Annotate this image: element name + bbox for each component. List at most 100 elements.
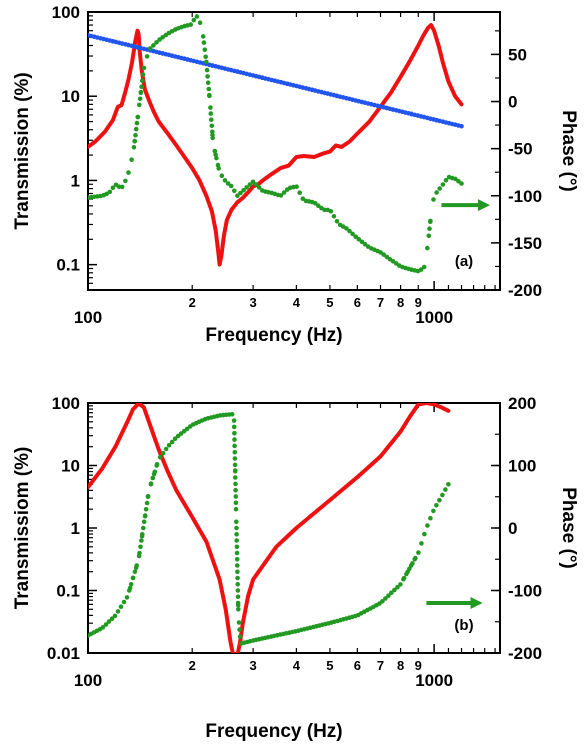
y-left-axis-title: Transmission (%) [12, 72, 33, 229]
x-minor-tick-label: 9 [415, 658, 422, 673]
series-point [234, 544, 240, 550]
series-point [235, 588, 241, 593]
series-point [139, 538, 144, 543]
x-axis-title: Frequency (Hz) [205, 325, 342, 346]
series-point [409, 111, 415, 117]
y-left-tick-label: 1 [71, 171, 80, 190]
series-point [408, 563, 414, 568]
series-point [148, 482, 154, 487]
series-point [172, 436, 178, 442]
series-point [328, 209, 334, 214]
series-point [247, 182, 253, 187]
series-point [129, 157, 134, 162]
series-point [107, 189, 113, 195]
series-point [202, 47, 208, 52]
series-point [209, 123, 215, 129]
series-point [210, 129, 215, 135]
series-point [434, 117, 439, 123]
series-point [141, 519, 147, 525]
series-dots-1 [88, 412, 451, 646]
series-point [459, 123, 464, 129]
series-point [232, 443, 237, 449]
panel-a: 100 1000 2 3 4 5 6 7 8 9 0.1 1 10 100 50 0 -50 -100 -150 -2… [12, 3, 579, 346]
series-point [233, 506, 239, 512]
series-point [353, 234, 359, 239]
series-point [344, 226, 349, 231]
series-point [163, 446, 169, 452]
series-point [148, 46, 153, 51]
series-point [142, 513, 148, 518]
series-point [127, 588, 132, 593]
series-dots-2 [88, 14, 464, 274]
series-point [297, 190, 303, 195]
series-point [169, 439, 175, 445]
series-point [210, 135, 215, 141]
series-point [157, 455, 163, 460]
phase-axis-arrow-head [477, 199, 490, 212]
series-point [134, 563, 139, 568]
series-point [140, 532, 145, 537]
y-left-tick-label: 100 [52, 394, 80, 413]
series-point [389, 590, 394, 596]
y-left-tick-label: 10 [61, 87, 80, 106]
series-point [309, 87, 315, 93]
series-point [392, 587, 397, 593]
series-point [138, 544, 143, 550]
series-point [208, 111, 214, 116]
y-left-axis-title: Transmissiom (%) [12, 447, 33, 610]
series-point [428, 219, 433, 224]
series-point [185, 57, 190, 62]
series-point [356, 237, 362, 242]
series-point [235, 600, 241, 606]
series-point [237, 634, 243, 639]
series-point [334, 219, 340, 224]
series-point [215, 162, 221, 168]
series-point [131, 145, 137, 150]
series-point [235, 569, 240, 575]
y-right-tick-label: -200 [508, 644, 542, 663]
plot-frame [87, 11, 501, 291]
series-point [359, 99, 365, 105]
series-point [260, 75, 265, 80]
series-point [234, 550, 240, 556]
series-point [437, 186, 443, 191]
series-point [188, 22, 193, 27]
series-point [440, 182, 446, 187]
panel-label: (a) [455, 253, 473, 270]
y-right-tick-label: 200 [508, 394, 536, 413]
series-point [139, 84, 144, 89]
series-point [235, 563, 240, 568]
series-point [443, 178, 449, 183]
series-point [422, 531, 427, 537]
series-point [130, 575, 136, 581]
series-point [140, 72, 146, 77]
series-point [232, 462, 238, 468]
series-point [434, 190, 439, 195]
x-minor-tick-label: 3 [250, 658, 257, 673]
series-point [154, 463, 159, 468]
series-point [128, 582, 134, 587]
series-point [398, 582, 403, 587]
series-point [212, 148, 218, 154]
x-tick-label: 1000 [415, 671, 453, 690]
panel-label: (b) [454, 617, 473, 634]
series-point [395, 584, 400, 590]
series-point [334, 93, 340, 99]
x-axis-title: Frequency (Hz) [205, 721, 342, 742]
series-point [443, 487, 448, 492]
y-right-tick-label: 50 [508, 45, 527, 64]
series-point [197, 20, 203, 26]
series-point [109, 616, 115, 621]
series-point [144, 54, 150, 59]
series-point [362, 241, 368, 247]
series-point [151, 43, 156, 48]
y-right-axis-title: Phase (°) [558, 487, 579, 569]
x-minor-tick-label: 6 [354, 658, 361, 673]
series-point [419, 541, 424, 546]
series-point [150, 475, 156, 481]
series-point [225, 181, 231, 186]
series-point [229, 412, 235, 417]
series-point [250, 179, 256, 185]
x-tick-label: 1000 [415, 308, 453, 327]
